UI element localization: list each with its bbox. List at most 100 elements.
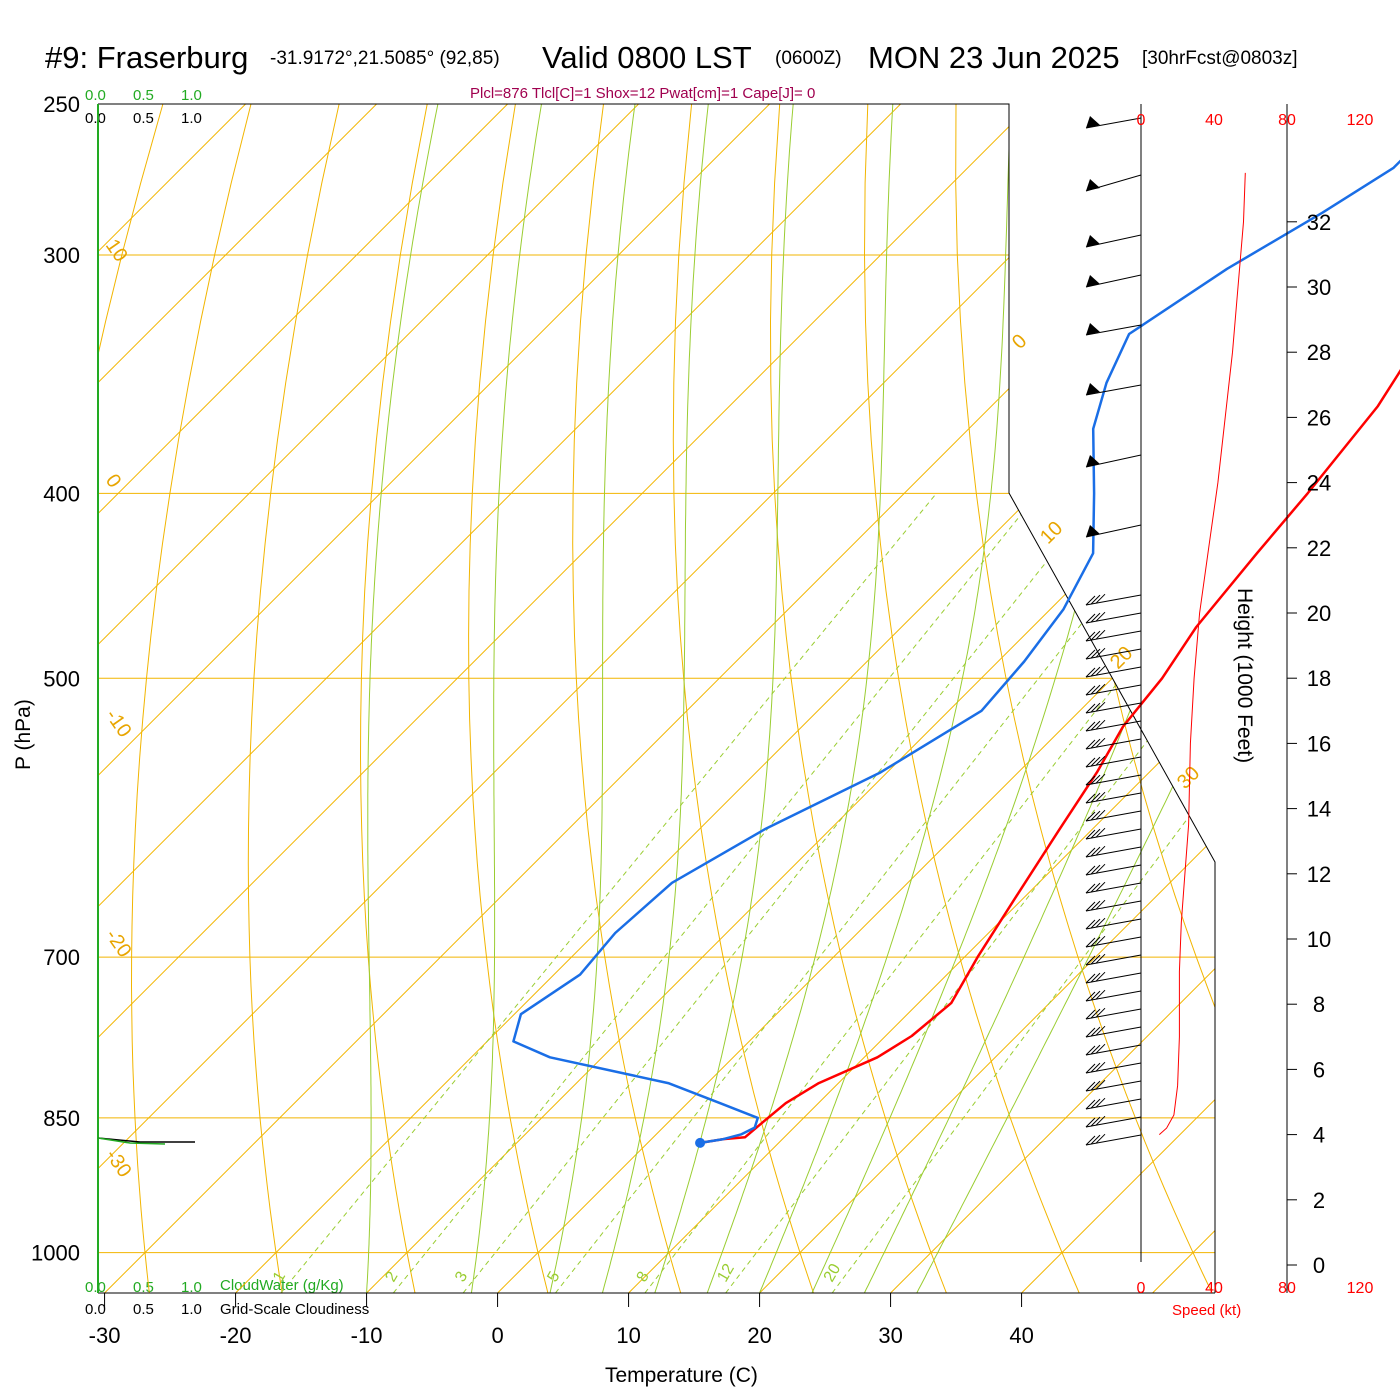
barb-staff [1085, 1116, 1142, 1128]
dry-adiabat [98, 104, 164, 1293]
barb-feather [1095, 971, 1106, 982]
barb-feather [1085, 937, 1096, 948]
barb-feather [1095, 953, 1106, 964]
wind-barb [1085, 773, 1142, 786]
isotherm-label: -30 [101, 1145, 136, 1181]
barb-feather [1090, 630, 1101, 641]
barb-feather [1095, 1025, 1106, 1036]
wind-barb [1085, 647, 1142, 660]
height-tick-label: 28 [1307, 340, 1331, 365]
barb-feather [1095, 1115, 1106, 1126]
barb-feather [1085, 1099, 1096, 1110]
isotherm-line [759, 104, 1215, 1293]
wind-barb [1085, 454, 1142, 468]
utc-time: (0600Z) [775, 48, 842, 69]
wind-barb [1085, 989, 1142, 1002]
wind-speed-panel: 0246810121416182022242628303200404080801… [1137, 104, 1374, 1297]
barb-feather [1085, 613, 1096, 624]
height-axis-label: Height (1000 Feet) [1233, 588, 1256, 763]
speed-tick-label-top: 40 [1205, 112, 1223, 129]
barb-staff [1085, 324, 1142, 336]
wind-barb [1085, 701, 1142, 714]
height-tick-label: 18 [1307, 666, 1331, 691]
station-coords: -31.9172°,21.5085° (92,85) [270, 48, 500, 69]
barb-feather [1095, 1007, 1106, 1018]
barb-feather [1095, 683, 1106, 694]
barb-staff [1085, 972, 1142, 984]
wind-barb [1085, 274, 1142, 288]
barb-staff [1085, 1098, 1142, 1110]
dry-adiabat [672, 104, 814, 1293]
wind-barb [1085, 1025, 1142, 1038]
wind-barb [1085, 881, 1142, 894]
wind-barb [1085, 116, 1142, 129]
barb-feather [1090, 720, 1101, 731]
pressure-tick-label: 250 [43, 92, 80, 117]
barb-feather [1085, 757, 1096, 768]
speed-axis-label: Speed (kt) [1172, 1302, 1241, 1319]
x-tick-label: -20 [220, 1323, 252, 1348]
dry-adiabat [130, 104, 252, 1293]
valid-date: MON 23 Jun 2025 [868, 40, 1120, 75]
speed-tick-label-bottom: 80 [1278, 1280, 1296, 1297]
barb-staff [1085, 666, 1142, 678]
x-tick-label: 30 [878, 1323, 902, 1348]
cloudiness-label: Grid-Scale Cloudiness [220, 1301, 369, 1318]
wind-barb [1085, 809, 1142, 822]
wind-barb [1085, 971, 1142, 984]
barb-feather [1090, 684, 1101, 695]
barb-feather [1090, 1026, 1101, 1037]
moist-adiabat [759, 104, 1011, 1293]
mixing-ratio-labels: 1 2 3 5 8 12 20 [270, 1261, 844, 1285]
cloud-top-green-0: 0.0 [85, 87, 106, 104]
moist-adiabat [863, 104, 1215, 1293]
height-tick-label: 14 [1307, 797, 1331, 822]
barb-feather [1095, 863, 1106, 874]
barb-feather [1090, 648, 1101, 659]
barb-staff [1085, 756, 1142, 768]
barb-feather [1090, 612, 1101, 623]
wind-barb [1085, 1043, 1142, 1056]
height-tick-label: 16 [1307, 731, 1331, 756]
barb-feather [1090, 702, 1101, 713]
wind-barb [1085, 524, 1142, 538]
barb-feather [1085, 667, 1096, 678]
barb-staff [1085, 936, 1142, 948]
barb-feather [1090, 756, 1101, 767]
mixing-ratio-label: 5 [544, 1269, 563, 1285]
height-tick-label: 24 [1307, 471, 1331, 496]
barb-feather [1095, 719, 1106, 730]
height-tick-label: 20 [1307, 601, 1331, 626]
pressure-tick-label: 700 [43, 945, 80, 970]
barb-feather [1090, 954, 1101, 965]
barb-feather [1095, 1079, 1106, 1090]
barb-feather [1085, 847, 1096, 858]
barb-feather [1090, 1062, 1101, 1073]
pressure-tick-label: 850 [43, 1106, 80, 1131]
pressure-tick-label: 400 [43, 481, 80, 506]
barb-staff [1085, 918, 1142, 930]
barb-feather [1085, 973, 1096, 984]
barb-pennant [1086, 383, 1100, 395]
height-tick-label: 2 [1313, 1188, 1325, 1213]
barb-feather [1085, 883, 1096, 894]
barb-feather [1085, 739, 1096, 750]
barb-feather [1085, 991, 1096, 1002]
y-axis-label: P (hPa) [12, 699, 35, 770]
isotherm-line [1284, 104, 1400, 1293]
barb-staff [1085, 1044, 1142, 1056]
moist-adiabat [601, 104, 709, 1293]
background-grid [98, 104, 1400, 1293]
isotherm-label: 30 [1173, 762, 1204, 793]
barb-feather [1095, 827, 1106, 838]
speed-tick-label-bottom: 120 [1347, 1280, 1374, 1297]
barb-feather [1090, 1008, 1101, 1019]
barb-feather [1085, 865, 1096, 876]
isotherm-line [497, 104, 1215, 1293]
barb-feather [1090, 1044, 1101, 1055]
barb-feather [1085, 703, 1096, 714]
barb-feather [1095, 611, 1106, 622]
x-tick-label: 0 [491, 1323, 503, 1348]
